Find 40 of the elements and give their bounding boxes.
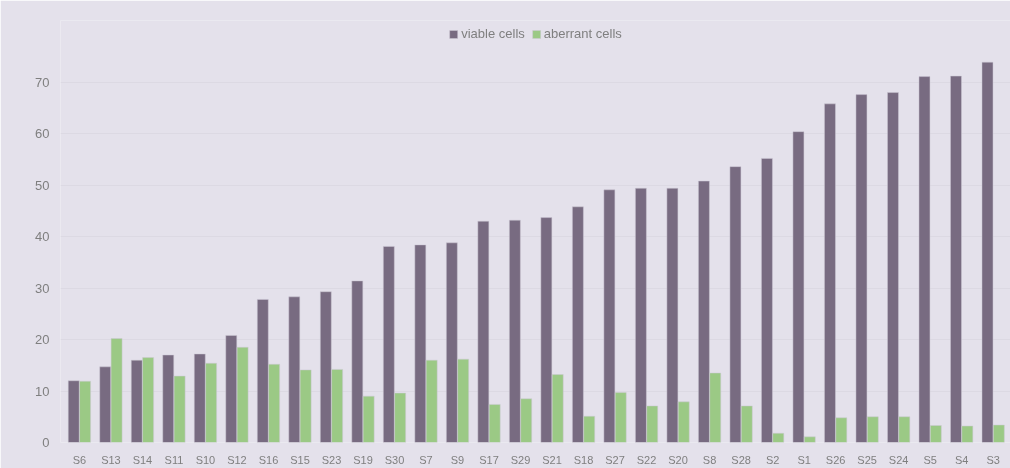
x-tick-label: S12 (227, 453, 247, 466)
x-tick-label: S9 (450, 453, 465, 466)
x-tick-label: S13 (101, 453, 121, 466)
y-tick-label: 70 (35, 74, 50, 90)
x-tick-label: S20 (668, 453, 688, 466)
legend-label: aberrant cells (543, 26, 622, 41)
x-tick-label: S15 (290, 453, 310, 466)
x-tick-label: S25 (857, 453, 877, 466)
x-tick-label: S27 (605, 453, 625, 466)
x-tick-label: S6 (72, 453, 87, 466)
x-tick-label: S1 (797, 453, 811, 466)
y-tick-label: 0 (42, 435, 50, 450)
x-tick-label: S11 (164, 453, 184, 466)
y-tick-label: 50 (35, 177, 50, 193)
y-tick-label: 10 (35, 383, 50, 399)
x-tick-label: S19 (353, 453, 373, 466)
x-tick-label: S22 (636, 453, 657, 466)
legend-label: viable cells (461, 26, 525, 41)
x-tick-label: S10 (195, 453, 216, 466)
x-tick-label: S23 (321, 453, 342, 466)
x-tick-label: S29 (510, 453, 531, 466)
x-tick-label: S3 (986, 453, 1000, 466)
x-tick-label: S8 (702, 453, 717, 466)
x-tick-label: S26 (825, 453, 846, 466)
x-tick-label: S30 (384, 453, 405, 466)
x-tick-label: S16 (258, 453, 279, 466)
x-tick-label: S5 (923, 453, 937, 466)
x-tick-label: S4 (954, 453, 969, 466)
x-tick-label: S17 (479, 453, 499, 466)
x-tick-label: S7 (419, 453, 433, 466)
y-tick-label: 20 (35, 332, 50, 348)
x-tick-label: S21 (542, 453, 562, 466)
x-tick-label: S18 (573, 453, 594, 466)
x-tick-label: S2 (765, 453, 780, 466)
y-tick-label: 30 (35, 280, 50, 296)
y-tick-label: 60 (35, 126, 50, 142)
y-tick-label: 40 (35, 229, 50, 245)
x-tick-label: S28 (731, 453, 751, 466)
x-tick-label: S24 (888, 453, 909, 466)
x-tick-label: S14 (132, 453, 153, 466)
